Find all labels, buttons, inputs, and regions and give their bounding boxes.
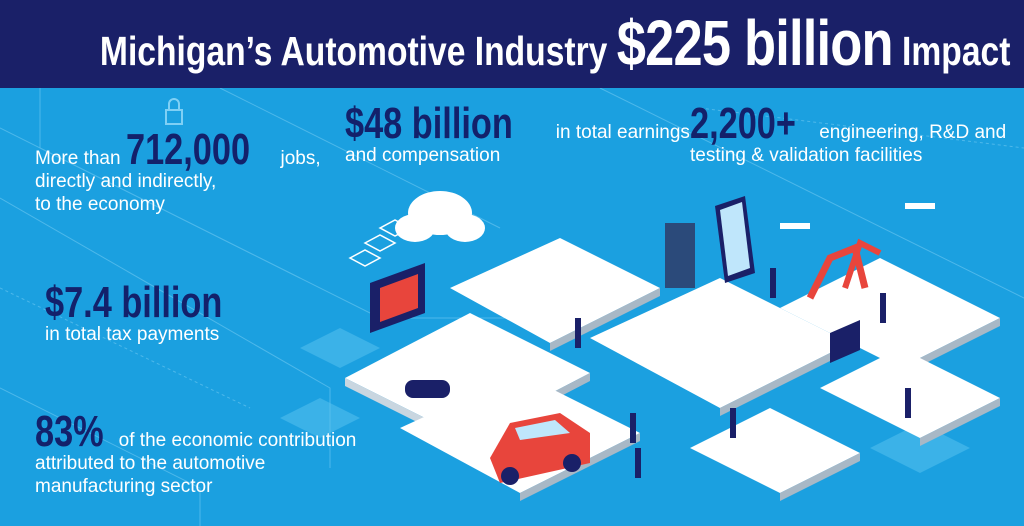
stat-jobs-line2: directly and indirectly, — [35, 171, 217, 192]
title-prefix: Michigan’s Automotive Industry — [99, 28, 617, 74]
stat-earnings-suffix: in total earnings — [550, 122, 690, 143]
stat-facilities-line2: testing & validation facilities — [690, 145, 923, 166]
background-circuit-illustration — [0, 88, 1024, 526]
stat-tax-value: $7.4 billion — [45, 278, 223, 327]
stat-share: 83% of the economic contribution attribu… — [35, 407, 357, 498]
stat-jobs-prefix: More than — [35, 148, 126, 169]
stat-facilities: 2,200+ engineering, R&D and testing & val… — [690, 99, 1007, 167]
cubes-icon — [348, 219, 412, 267]
stat-tax-line2: in total tax payments — [45, 324, 220, 345]
page-header: Michigan’s Automotive Industry $225 bill… — [0, 0, 1024, 88]
stat-earnings-line2: and compensation — [345, 145, 501, 166]
stat-share-line3: manufacturing sector — [35, 476, 213, 497]
stat-jobs-suffix: jobs, — [275, 148, 321, 169]
stat-facilities-suffix: engineering, R&D and — [819, 122, 1007, 143]
title-suffix: Impact — [892, 28, 1011, 74]
title-value: $225 billion — [616, 7, 894, 79]
stat-share-suffix: of the economic contribution — [113, 430, 357, 451]
people-figures — [575, 268, 911, 478]
decor-tiles — [280, 328, 970, 473]
robot-arm-icon — [806, 238, 882, 300]
stat-earnings: $48 billion in total earnings and compen… — [345, 99, 690, 167]
lock-icon — [165, 98, 183, 125]
car-icon — [490, 413, 590, 485]
stat-share-line2: attributed to the automotive — [35, 453, 266, 474]
stat-share-value: 83% — [35, 407, 104, 456]
stat-tax: $7.4 billion in total tax payments — [45, 278, 263, 346]
server-icon — [830, 320, 860, 363]
stat-jobs-value: 712,000 — [125, 125, 250, 174]
stat-earnings-value: $48 billion — [345, 99, 513, 148]
stat-jobs-line3: to the economy — [35, 194, 165, 215]
stat-jobs: More than 712,000 jobs, directly and ind… — [35, 125, 321, 216]
stat-facilities-value: 2,200+ — [690, 99, 796, 148]
tv-icon — [370, 263, 425, 333]
drone-icon — [780, 203, 935, 229]
cloud-icon — [395, 191, 485, 242]
fridge-icon — [665, 223, 695, 288]
phone-icon — [715, 196, 755, 283]
gamepad-icon — [405, 380, 450, 398]
